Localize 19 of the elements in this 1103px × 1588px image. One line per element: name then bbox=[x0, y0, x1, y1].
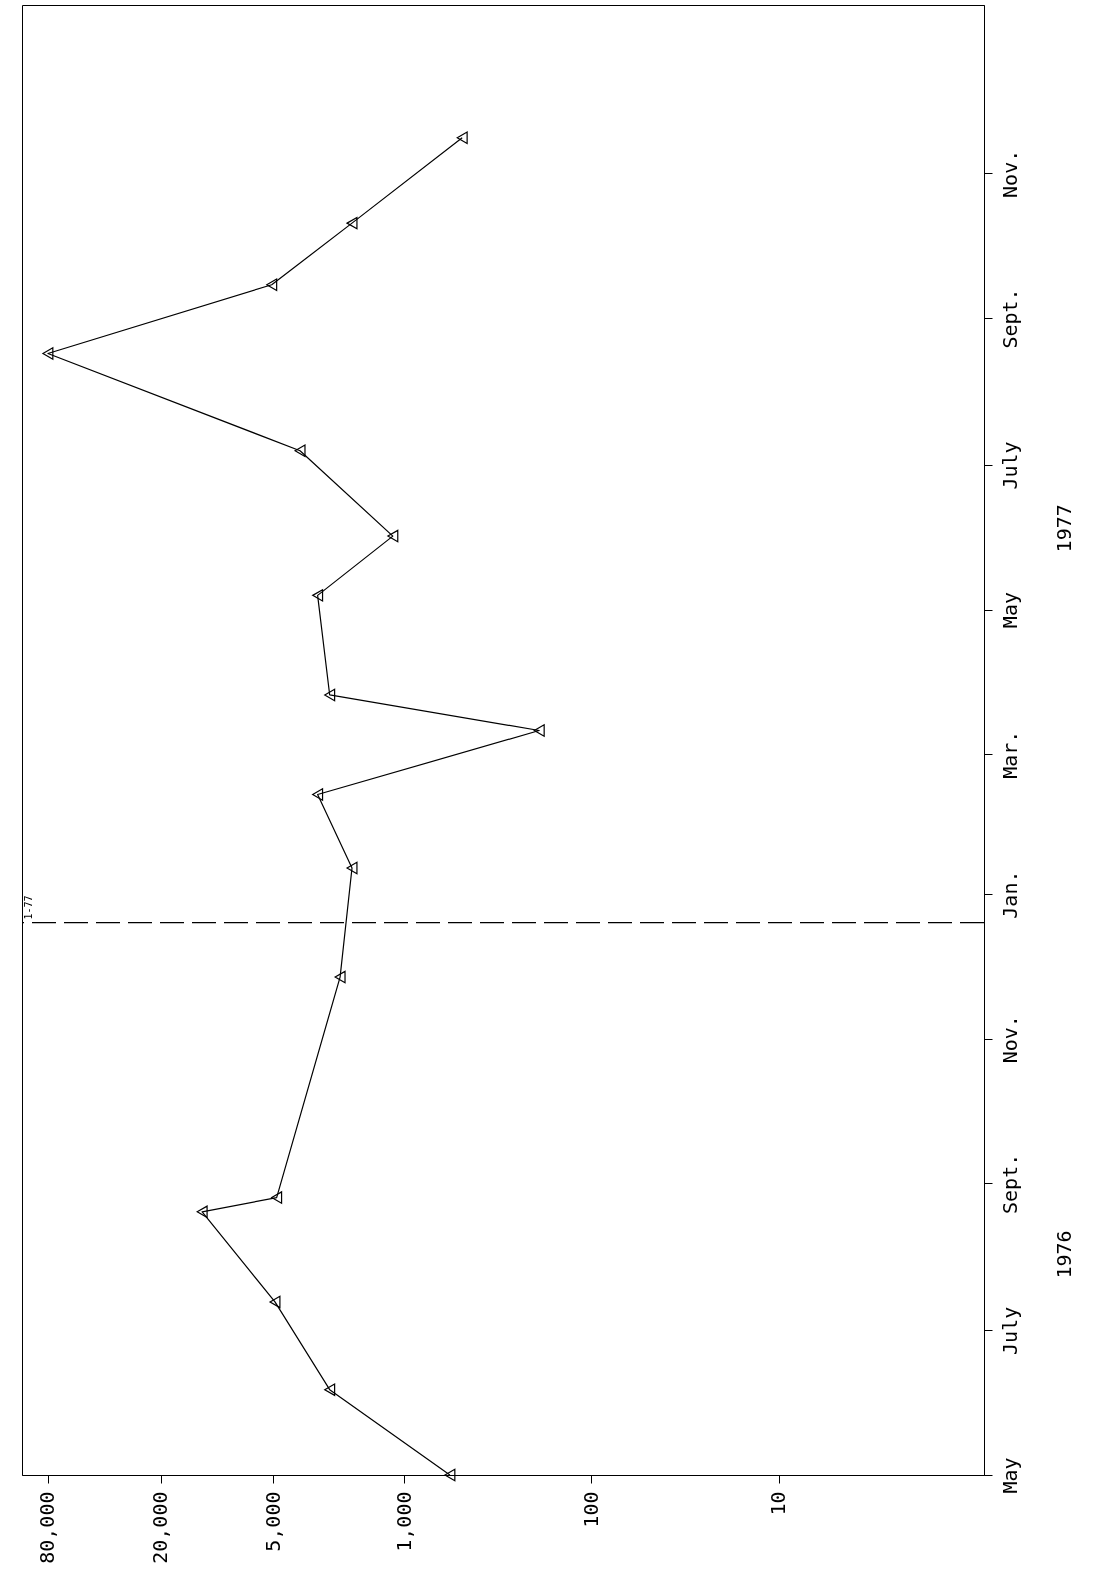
y-tick-label: July bbox=[997, 441, 1022, 490]
y-tick-label: May bbox=[997, 1457, 1022, 1494]
y-tick-label: July bbox=[997, 1306, 1022, 1355]
x-tick-label: 10 bbox=[766, 1491, 791, 1516]
y-tick-label: Nov. bbox=[997, 149, 1022, 198]
x-tick-label: 1,000 bbox=[391, 1491, 416, 1552]
x-tick-label: 20,000 bbox=[148, 1491, 173, 1564]
text: 1976 bbox=[1052, 1230, 1076, 1279]
y-tick-label: May bbox=[997, 592, 1022, 629]
x-tick-label: 80,000 bbox=[35, 1491, 60, 1564]
y-tick-label: Jan. bbox=[997, 870, 1022, 919]
text: 1977 bbox=[1052, 504, 1076, 553]
x-tick-label: 5,000 bbox=[260, 1491, 285, 1552]
y-tick-label: Sept. bbox=[997, 1153, 1022, 1214]
y-tick-label: Sept. bbox=[997, 288, 1022, 349]
x-tick-label: 100 bbox=[578, 1491, 603, 1528]
ref-line-label: 1-77 bbox=[23, 895, 34, 920]
y-tick-label: Nov. bbox=[997, 1015, 1022, 1064]
y-tick-label: Mar. bbox=[997, 730, 1022, 779]
